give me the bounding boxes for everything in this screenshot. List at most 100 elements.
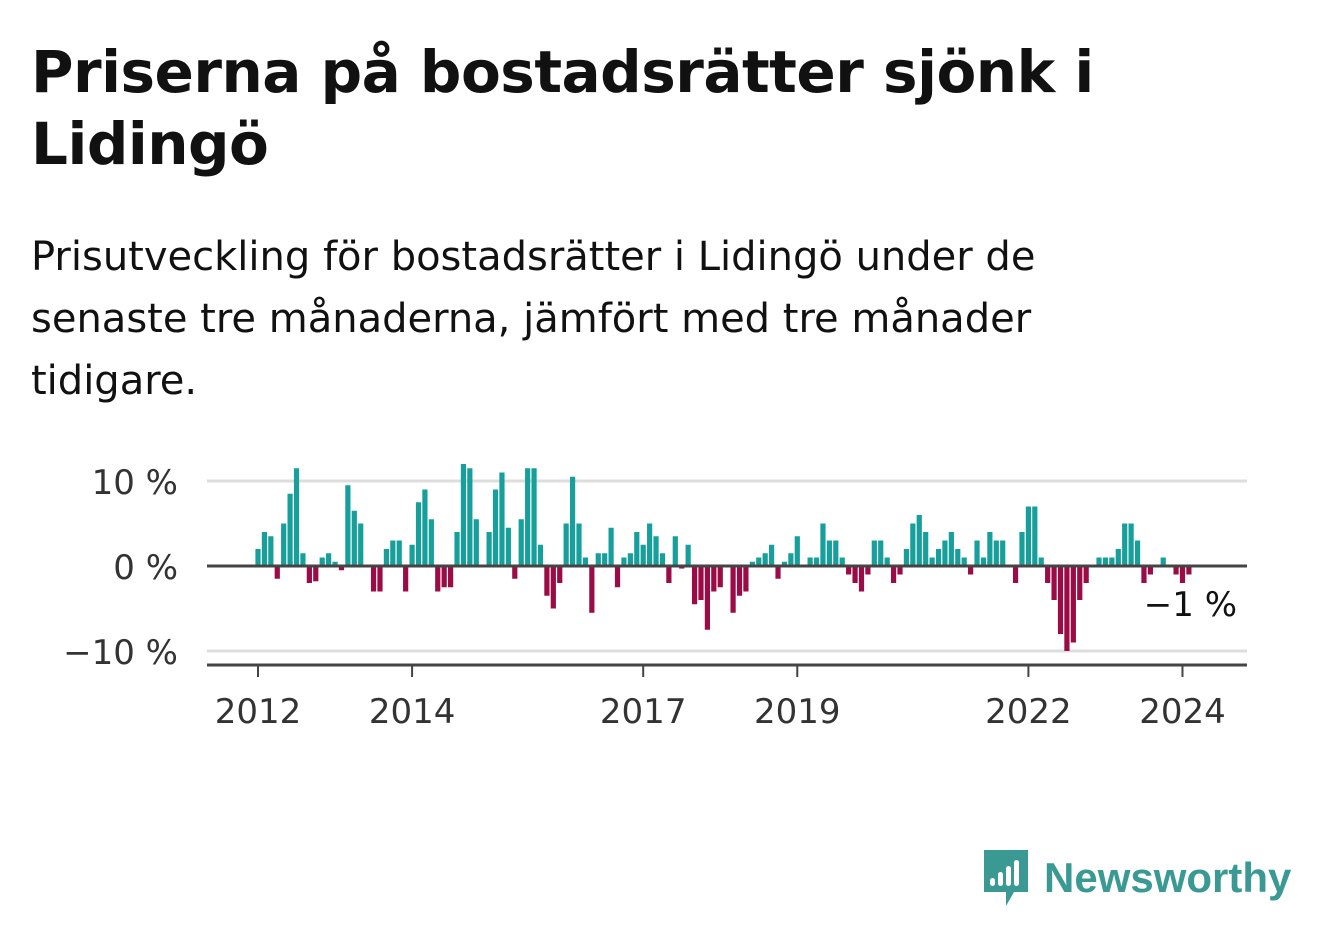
- x-tick-label: 2022: [985, 692, 1072, 732]
- bar: [968, 566, 974, 575]
- y-tick-label: 10 %: [92, 463, 178, 503]
- bar: [852, 566, 858, 583]
- bar: [435, 566, 441, 592]
- bar: [1134, 540, 1141, 566]
- bar: [1012, 566, 1019, 583]
- bar: [377, 566, 383, 592]
- bar: [460, 464, 467, 566]
- bar: [576, 523, 582, 566]
- bar: [794, 536, 800, 566]
- bar: [1186, 566, 1192, 575]
- bar: [1109, 557, 1115, 566]
- bar: [390, 540, 396, 566]
- bar: [672, 536, 678, 566]
- bar: [345, 485, 351, 566]
- bar: [1115, 549, 1121, 566]
- bar: [415, 502, 422, 566]
- bar: [403, 566, 409, 592]
- bar: [987, 532, 993, 566]
- end-value-label: −1 %: [1144, 585, 1237, 625]
- bar: [1122, 523, 1128, 566]
- x-tick-label: 2017: [600, 692, 687, 732]
- bar: [781, 561, 788, 566]
- bar: [589, 566, 595, 613]
- bar: [428, 519, 434, 566]
- brand-logo: Newsworthy: [980, 846, 1291, 910]
- bar: [935, 549, 942, 566]
- bar: [537, 544, 544, 566]
- bar: [396, 540, 402, 566]
- bar: [839, 557, 845, 566]
- bar: [499, 472, 505, 566]
- bar: [614, 566, 621, 588]
- bar: [492, 489, 499, 566]
- bar: [769, 544, 775, 566]
- bar: [871, 540, 877, 566]
- grid-lines: [207, 479, 1247, 653]
- bar: [338, 566, 345, 571]
- bar: [1038, 557, 1044, 566]
- bar: [281, 523, 287, 566]
- bar: [1077, 566, 1083, 600]
- bar: [1064, 566, 1070, 651]
- bar: [306, 566, 312, 583]
- newsworthy-logo-icon: [984, 850, 1028, 906]
- bar: [1045, 566, 1051, 583]
- y-tick-label: 0 %: [113, 548, 178, 588]
- bar: [569, 476, 576, 566]
- bar: [865, 566, 871, 575]
- bar: [1032, 506, 1038, 566]
- bar: [319, 557, 325, 566]
- brand-name: Newsworthy: [1044, 854, 1292, 901]
- bar: [505, 527, 511, 566]
- x-tick-label: 2014: [369, 692, 456, 732]
- bar: [736, 566, 743, 596]
- chart-subtitle: Prisutveckling för bostadsrätter i Lidin…: [31, 234, 1036, 404]
- bar: [743, 566, 749, 592]
- bar: [1173, 566, 1179, 575]
- bar: [929, 557, 935, 566]
- x-tick-label: 2024: [1139, 692, 1226, 732]
- bar: [903, 549, 910, 566]
- bar: [704, 566, 710, 630]
- bar: [448, 566, 454, 588]
- bar: [1128, 523, 1134, 566]
- chart-title: Priserna på bostadsrätter sjönk i Liding…: [31, 38, 1094, 178]
- bar: [846, 566, 852, 575]
- bar: [1051, 566, 1057, 600]
- bar: [955, 549, 961, 566]
- bar: [550, 566, 556, 609]
- x-axis-ticks: 2012 2014 2017 2019 2022 2024: [215, 665, 1226, 732]
- bar: [358, 523, 364, 566]
- bar: [409, 544, 415, 566]
- bar: [582, 557, 589, 566]
- bar: [261, 532, 268, 566]
- bar: [313, 566, 319, 582]
- bar: [730, 566, 736, 613]
- bar: [525, 468, 531, 566]
- bar: [351, 510, 357, 566]
- bar: [1141, 566, 1147, 583]
- bar: [691, 566, 698, 605]
- bar: [1057, 566, 1064, 634]
- bar: [788, 553, 794, 566]
- bar: [608, 527, 614, 566]
- bar: [980, 557, 987, 566]
- bar: [1179, 566, 1186, 583]
- bar: [454, 532, 460, 566]
- bar: [602, 553, 608, 566]
- bar: [563, 523, 569, 566]
- bar: [300, 553, 306, 566]
- bar: [993, 540, 999, 566]
- bar: [647, 523, 653, 566]
- bar: [531, 468, 537, 566]
- bar: [293, 468, 300, 566]
- bar: [512, 566, 518, 579]
- bar: [775, 566, 781, 579]
- bar: [942, 540, 948, 566]
- bar: [255, 549, 261, 566]
- bar: [878, 540, 884, 566]
- bar: [666, 566, 672, 583]
- bar: [467, 468, 473, 566]
- bar: [961, 557, 967, 566]
